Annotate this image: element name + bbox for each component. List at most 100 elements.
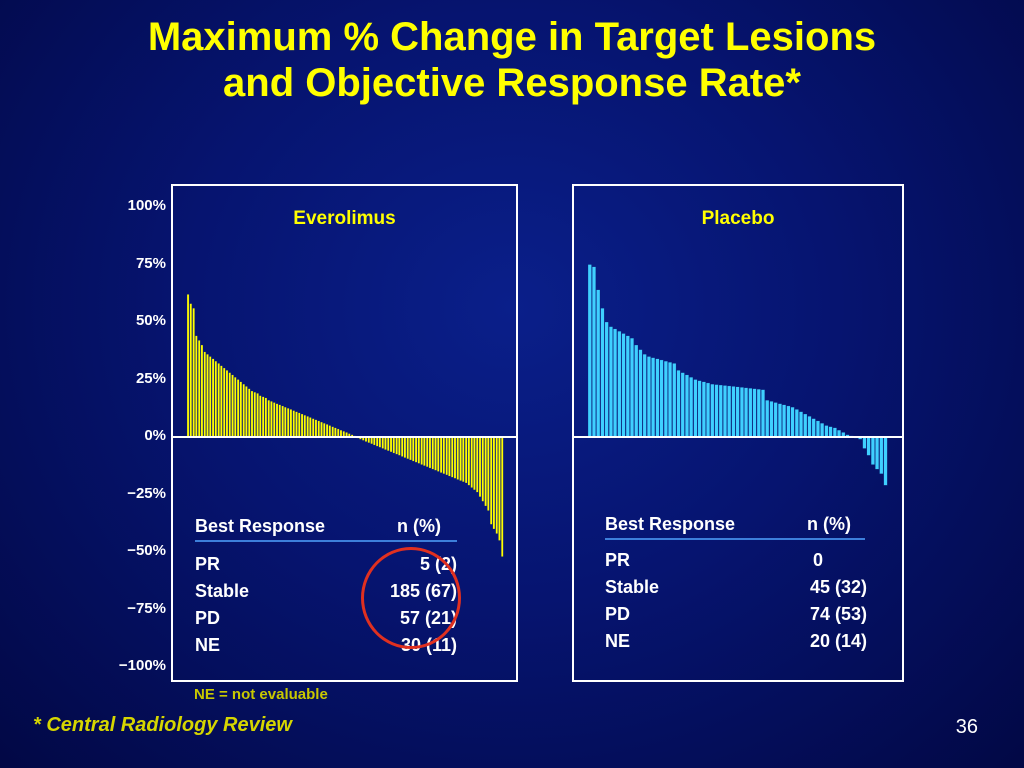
bar [256, 393, 259, 438]
bar [428, 436, 432, 469]
slide-title: Maximum % Change in Target Lesions and O… [0, 14, 1024, 106]
table-rule [605, 538, 865, 540]
bar [816, 420, 820, 438]
bar [284, 406, 287, 438]
placebo-label: Placebo [701, 208, 775, 229]
bar [609, 326, 613, 438]
row-value: 20 (14) [809, 631, 867, 651]
bar [245, 386, 248, 438]
bar [314, 419, 318, 438]
bar [731, 386, 736, 438]
row-value: 45 (32) [809, 577, 867, 597]
bar [200, 344, 204, 438]
bar [596, 289, 601, 438]
bar [739, 387, 744, 438]
bar [786, 405, 791, 438]
bar [651, 357, 656, 438]
bar [414, 436, 418, 463]
bar [470, 436, 473, 488]
bar [693, 379, 698, 438]
bar [300, 413, 304, 438]
bar [473, 436, 476, 491]
bar [453, 436, 457, 479]
bar [214, 360, 218, 438]
bar [676, 370, 681, 438]
bar [752, 388, 757, 438]
y-tick-label: 75% [135, 254, 166, 272]
bar [445, 436, 448, 476]
bar [434, 436, 437, 471]
table-rule [195, 540, 457, 542]
bar [270, 401, 273, 438]
bar [642, 354, 647, 438]
bar [799, 411, 803, 438]
y-tick-label: 0% [144, 427, 166, 444]
bar [264, 397, 268, 438]
page-number: 36 [955, 716, 978, 738]
bar [498, 436, 501, 541]
header-n-percent: n (%) [807, 514, 851, 534]
row-label: NE [195, 635, 221, 655]
y-tick-label: 100% [127, 197, 166, 214]
everolimus-panel: Everolimus Best Response n (%) PR 5 (2) … [171, 184, 518, 682]
bar [403, 436, 407, 458]
bar [426, 436, 429, 468]
bar [236, 379, 240, 438]
bar [398, 436, 401, 456]
zero-line [574, 436, 902, 438]
table-header: Best Response n (%) [605, 514, 875, 540]
bar [442, 436, 446, 474]
bar [765, 400, 770, 438]
bar [748, 388, 753, 438]
bar [478, 436, 482, 497]
slide-title-line2: and Objective Response Rate* [223, 61, 801, 105]
bar [406, 436, 409, 459]
bar [481, 436, 484, 502]
bar [714, 384, 719, 438]
y-tick-label: −25% [127, 484, 166, 502]
bar [303, 415, 306, 438]
bar [286, 408, 290, 438]
bar [423, 436, 426, 466]
y-tick-label: 25% [135, 369, 166, 387]
bar [267, 400, 270, 438]
bar [239, 381, 243, 438]
everolimus-label: Everolimus [293, 208, 396, 229]
bar [295, 411, 298, 438]
bar [663, 360, 668, 438]
bar [495, 436, 498, 534]
placebo-panel: Placebo Best Response n (%) PR 0 Stable … [572, 184, 904, 682]
bar [647, 356, 651, 438]
bar [317, 420, 320, 438]
bar [306, 416, 309, 438]
bar [197, 340, 201, 438]
bar [409, 436, 412, 461]
bar [638, 349, 643, 438]
row-label: Stable [195, 581, 250, 601]
bar [672, 363, 677, 438]
bar [794, 409, 799, 438]
bar [451, 436, 454, 478]
bar [655, 358, 660, 438]
bar [811, 418, 816, 438]
row-value: 0 [812, 550, 823, 570]
bar [604, 321, 609, 438]
bar [375, 436, 379, 447]
bar [501, 436, 504, 557]
bar [807, 416, 812, 438]
bar [820, 423, 825, 438]
bar [630, 337, 634, 438]
bar [273, 402, 276, 438]
bar [312, 418, 315, 438]
bar [723, 385, 727, 438]
bar [668, 362, 672, 438]
bar [862, 436, 867, 449]
bar [323, 423, 326, 438]
bar [659, 359, 664, 438]
bar [223, 367, 226, 438]
bar [744, 387, 748, 438]
y-tick-label: 50% [135, 312, 166, 329]
bar [782, 404, 787, 438]
bar [387, 436, 390, 451]
bar [600, 308, 605, 438]
